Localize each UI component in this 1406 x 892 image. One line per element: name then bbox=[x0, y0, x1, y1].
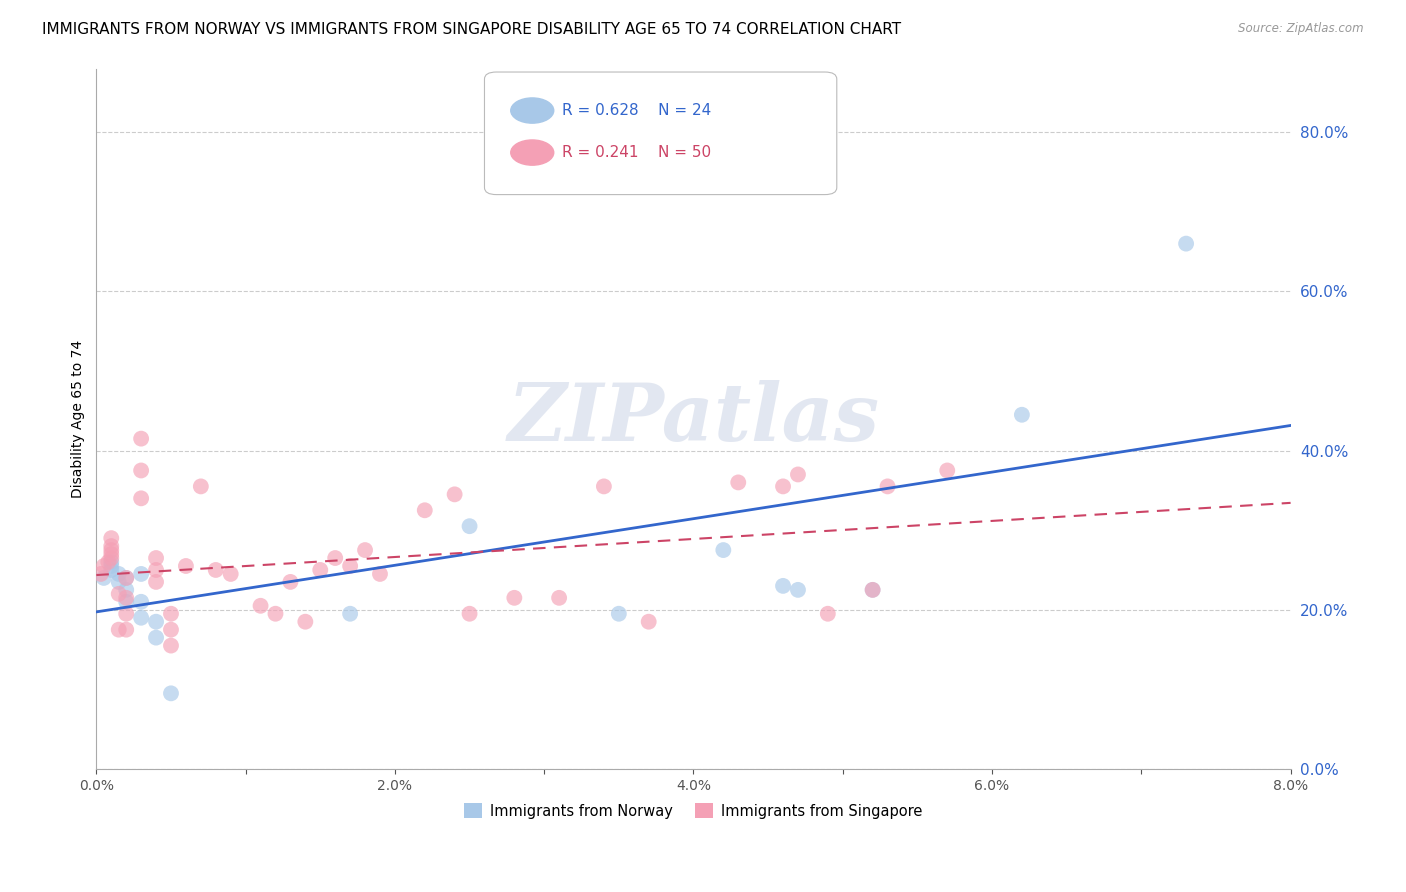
Point bbox=[772, 579, 794, 593]
Point bbox=[93, 571, 115, 585]
Point bbox=[115, 591, 138, 605]
Text: Source: ZipAtlas.com: Source: ZipAtlas.com bbox=[1239, 22, 1364, 36]
Point bbox=[1011, 408, 1033, 422]
Point bbox=[100, 559, 122, 574]
Text: R = 0.241    N = 50: R = 0.241 N = 50 bbox=[562, 145, 711, 160]
Point bbox=[100, 531, 122, 545]
Point bbox=[503, 591, 526, 605]
Point bbox=[100, 551, 122, 566]
Circle shape bbox=[510, 98, 554, 123]
Point bbox=[107, 623, 129, 637]
Point bbox=[264, 607, 287, 621]
Point bbox=[145, 551, 167, 566]
Point bbox=[787, 582, 810, 597]
Point bbox=[1175, 236, 1198, 251]
Point bbox=[145, 563, 167, 577]
Point bbox=[107, 566, 129, 581]
Point bbox=[219, 566, 242, 581]
Point bbox=[711, 543, 734, 558]
Point bbox=[129, 463, 152, 477]
Point bbox=[936, 463, 959, 477]
Point bbox=[174, 559, 197, 574]
Point bbox=[90, 566, 112, 581]
Point bbox=[129, 611, 152, 625]
Point bbox=[339, 559, 361, 574]
Point bbox=[160, 639, 183, 653]
Point bbox=[443, 487, 465, 501]
Text: ZIPatlas: ZIPatlas bbox=[508, 380, 880, 458]
Point bbox=[115, 582, 138, 597]
Point bbox=[787, 467, 810, 482]
Point bbox=[637, 615, 659, 629]
Point bbox=[129, 566, 152, 581]
Point bbox=[160, 686, 183, 700]
Point bbox=[249, 599, 271, 613]
Point bbox=[145, 574, 167, 589]
Point bbox=[817, 607, 839, 621]
Point bbox=[323, 551, 346, 566]
Text: IMMIGRANTS FROM NORWAY VS IMMIGRANTS FROM SINGAPORE DISABILITY AGE 65 TO 74 CORR: IMMIGRANTS FROM NORWAY VS IMMIGRANTS FRO… bbox=[42, 22, 901, 37]
Point bbox=[727, 475, 749, 490]
Point bbox=[115, 623, 138, 637]
Point bbox=[115, 595, 138, 609]
Point bbox=[100, 539, 122, 553]
Point bbox=[100, 547, 122, 561]
Point bbox=[280, 574, 302, 589]
Point bbox=[100, 555, 122, 569]
Point bbox=[160, 623, 183, 637]
Point bbox=[593, 479, 616, 493]
Text: R = 0.628    N = 24: R = 0.628 N = 24 bbox=[562, 103, 711, 118]
Point bbox=[129, 491, 152, 506]
Point bbox=[129, 595, 152, 609]
Point bbox=[93, 559, 115, 574]
Point bbox=[339, 607, 361, 621]
Point bbox=[115, 571, 138, 585]
Point bbox=[204, 563, 226, 577]
Circle shape bbox=[510, 140, 554, 165]
Point bbox=[294, 615, 316, 629]
Point bbox=[772, 479, 794, 493]
Point bbox=[160, 607, 183, 621]
Point bbox=[413, 503, 436, 517]
Point bbox=[309, 563, 332, 577]
FancyBboxPatch shape bbox=[485, 72, 837, 194]
Legend: Immigrants from Norway, Immigrants from Singapore: Immigrants from Norway, Immigrants from … bbox=[458, 797, 928, 825]
Point bbox=[876, 479, 898, 493]
Point bbox=[458, 519, 481, 533]
Point bbox=[548, 591, 571, 605]
Point bbox=[115, 607, 138, 621]
Point bbox=[107, 574, 129, 589]
Point bbox=[190, 479, 212, 493]
Point bbox=[115, 571, 138, 585]
Point bbox=[97, 555, 120, 569]
Point bbox=[354, 543, 377, 558]
Point bbox=[458, 607, 481, 621]
Point bbox=[100, 543, 122, 558]
Point bbox=[368, 566, 391, 581]
Point bbox=[100, 563, 122, 577]
Y-axis label: Disability Age 65 to 74: Disability Age 65 to 74 bbox=[72, 340, 86, 498]
Point bbox=[862, 582, 884, 597]
Point bbox=[145, 631, 167, 645]
Point bbox=[607, 607, 630, 621]
Point bbox=[145, 615, 167, 629]
Point bbox=[862, 582, 884, 597]
Point bbox=[129, 432, 152, 446]
Point bbox=[107, 587, 129, 601]
